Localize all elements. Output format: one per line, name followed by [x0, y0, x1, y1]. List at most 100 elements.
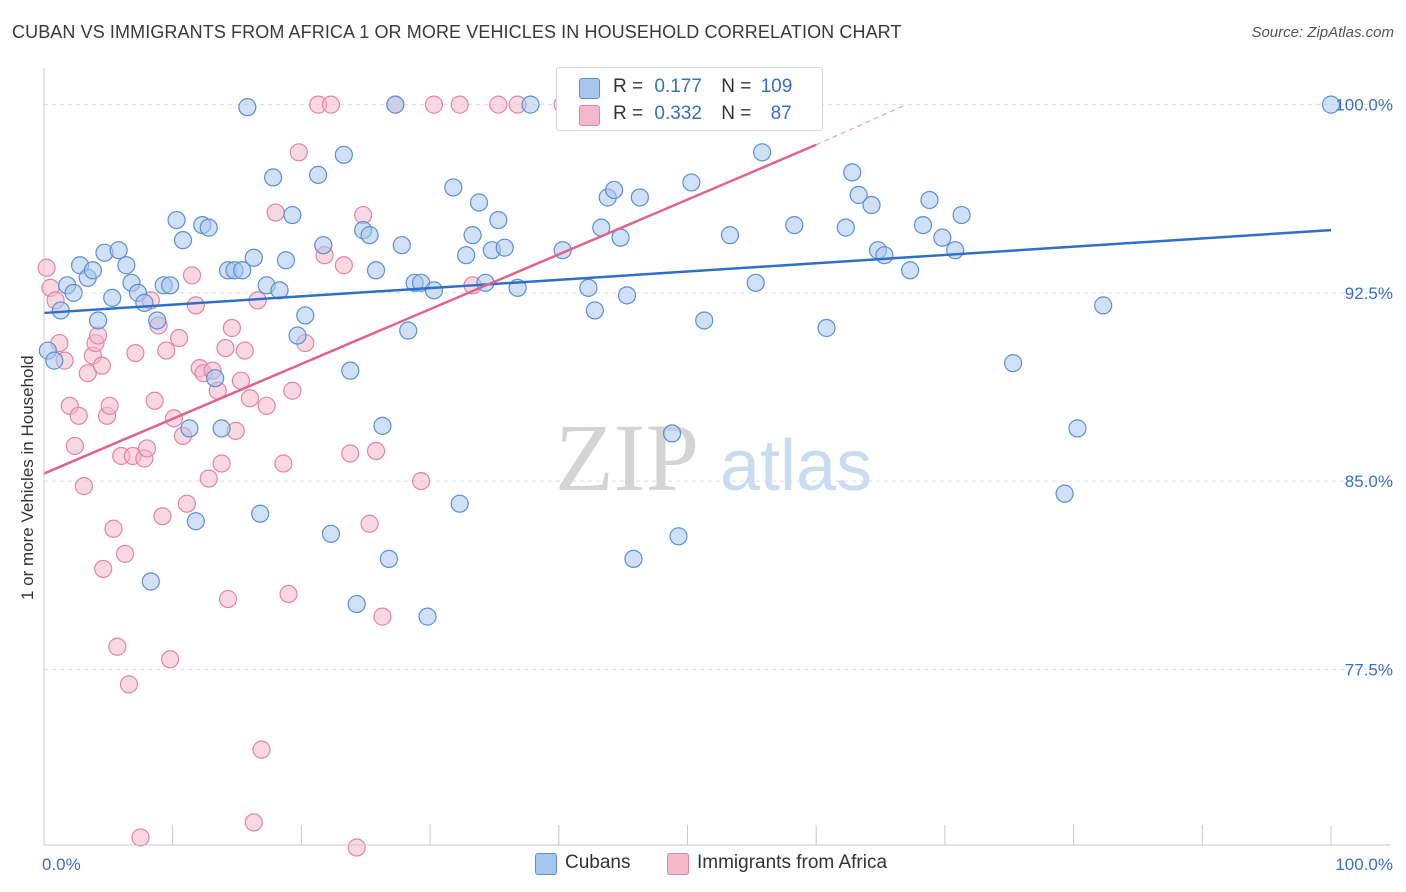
africa-point: [108, 637, 127, 656]
cubans-point: [624, 549, 643, 568]
cubans-points: [38, 95, 1341, 626]
africa-point: [240, 389, 260, 408]
africa-point: [170, 328, 189, 348]
cubans-swatch: [535, 853, 557, 875]
chart-title: CUBAN VS IMMIGRANTS FROM AFRICA 1 OR MOR…: [12, 22, 902, 42]
cubans-point: [669, 527, 688, 546]
cubans-point: [1055, 484, 1074, 503]
africa-point: [424, 95, 444, 114]
cubans-point: [141, 572, 160, 591]
legend: R = 0.177 N = 109 R = 0.332 N = 87: [556, 67, 823, 131]
legend-r-value-africa: 0.332: [654, 103, 702, 124]
africa-point: [161, 650, 180, 669]
cubans-point: [379, 549, 399, 568]
africa-point: [279, 584, 298, 604]
africa-point: [235, 341, 254, 360]
cubans-point: [251, 504, 270, 523]
cubans-point: [952, 205, 971, 225]
cubans-point: [495, 238, 514, 257]
africa-point: [65, 436, 84, 456]
cubans-point: [444, 178, 463, 197]
africa-point: [373, 607, 392, 626]
africa-point: [137, 439, 157, 458]
cubans-point: [341, 361, 360, 380]
cubans-point: [469, 193, 489, 212]
cubans-point: [933, 228, 952, 247]
cubans-point: [180, 419, 199, 438]
africa-point: [78, 364, 97, 383]
cubans-point: [817, 318, 836, 338]
cubans-point: [321, 524, 341, 543]
africa-point: [115, 544, 135, 563]
africa-point: [182, 266, 202, 285]
africa-point: [69, 406, 88, 425]
cubans-point: [424, 281, 444, 300]
africa-point: [100, 396, 119, 415]
legend-r-label: R =: [613, 103, 644, 124]
africa-point: [88, 326, 108, 345]
africa-swatch: [579, 105, 600, 126]
cubans-point: [579, 278, 598, 297]
africa-trend-line: [43, 143, 817, 475]
tick-labels: 100.0% 92.5% 85.0% 77.5% 0.0% 100.0%: [42, 96, 1393, 874]
cubans-point: [366, 261, 386, 280]
cubans-point: [392, 236, 411, 255]
cubans-point: [695, 311, 714, 330]
africa-point: [354, 205, 373, 225]
y-axis-label: 1 or more Vehicles in Household: [18, 355, 37, 600]
africa-point: [366, 441, 386, 461]
cubans-trend-line: [43, 228, 1332, 315]
y-tick-label: 85.0%: [1345, 472, 1393, 491]
africa-point: [37, 258, 56, 277]
africa-point: [119, 675, 139, 694]
cubans-point: [360, 226, 379, 245]
cubans-point: [83, 261, 103, 280]
y-tick-label: 77.5%: [1345, 660, 1393, 679]
africa-point: [289, 143, 308, 162]
africa-point: [216, 338, 235, 358]
cubans-point: [206, 369, 225, 388]
cubans-point: [457, 246, 476, 265]
cubans-point: [283, 205, 302, 225]
cubans-point: [314, 236, 333, 255]
cubans-point: [843, 163, 862, 182]
cubans-point: [173, 231, 193, 250]
bottom-legend-cubans-label: Cubans: [565, 852, 631, 873]
cubans-point: [148, 311, 167, 330]
cubans-point: [946, 241, 965, 260]
cubans-point: [88, 311, 108, 330]
cubans-point: [1004, 354, 1023, 373]
africa-point: [94, 559, 113, 579]
cubans-point: [309, 165, 328, 184]
africa-point: [199, 469, 218, 488]
cubans-point: [135, 293, 154, 312]
africa-point: [126, 343, 145, 363]
x-tick-label: 0.0%: [42, 855, 81, 874]
cubans-point: [1068, 419, 1087, 438]
cubans-point: [920, 190, 939, 210]
y-tick-label: 100.0%: [1335, 96, 1393, 115]
africa-point: [186, 296, 205, 315]
cubans-point: [212, 419, 231, 438]
africa-point: [489, 95, 508, 114]
africa-point: [145, 391, 164, 410]
cubans-point: [347, 594, 366, 614]
cubans-point: [753, 143, 772, 162]
cubans-point: [901, 261, 920, 280]
africa-point: [218, 589, 238, 609]
cubans-point: [836, 218, 855, 237]
trend-lines: [43, 104, 1332, 475]
cubans-point: [334, 145, 353, 164]
cubans-point: [109, 241, 128, 260]
cubans-point: [862, 195, 881, 215]
legend-n-value-africa: 87: [770, 103, 792, 124]
africa-point: [212, 454, 231, 473]
cubans-point: [167, 210, 186, 230]
watermark-atlas: atlas: [720, 426, 872, 506]
cubans-point: [1094, 296, 1113, 315]
africa-point: [266, 203, 285, 222]
cubans-point: [720, 226, 740, 245]
africa-point: [360, 514, 379, 533]
watermark: ZIP atlas: [555, 404, 872, 511]
